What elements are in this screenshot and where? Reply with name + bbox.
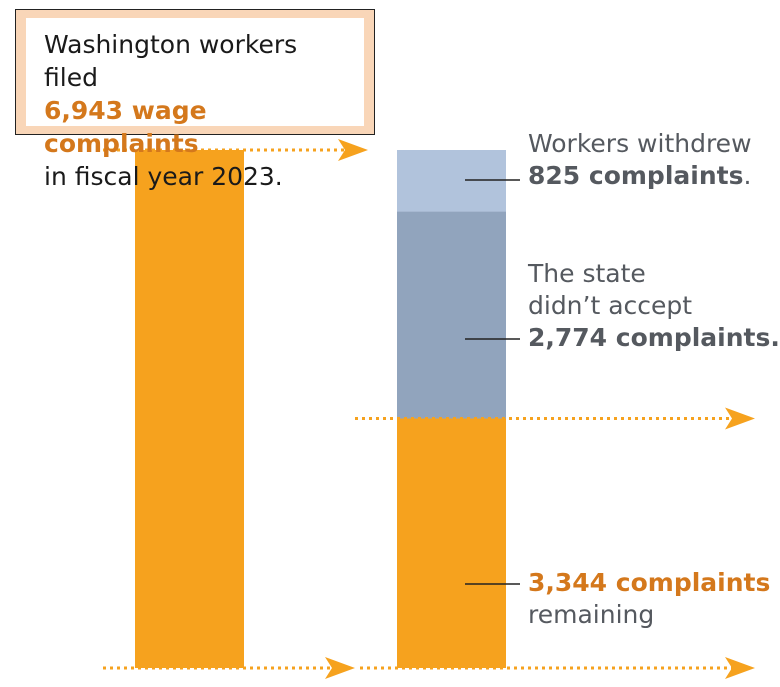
label-remaining-line1: 3,344 complaints bbox=[528, 567, 770, 599]
label-withdrew-line2: 825 complaints. bbox=[528, 160, 752, 192]
bar-not-accepted bbox=[397, 211, 506, 419]
label-not-accepted-line1: The state bbox=[528, 259, 646, 288]
label-not-accepted-line2: didn’t accept bbox=[528, 291, 693, 320]
headline-line-1: Washington workers filed bbox=[44, 30, 298, 92]
label-remaining-value: 3,344 complaints bbox=[528, 568, 771, 597]
arrow-bottom-right-head bbox=[725, 657, 755, 679]
label-remaining: 3,344 complaints remaining bbox=[528, 567, 770, 631]
headline-callout: Washington workers filed 6,943 wage comp… bbox=[15, 9, 375, 191]
label-withdrew-tail: . bbox=[743, 161, 752, 190]
headline-callout-body: Washington workers filed 6,943 wage comp… bbox=[26, 18, 364, 191]
arrow-mid-head bbox=[725, 407, 755, 430]
flow-arrows bbox=[103, 139, 755, 679]
headline-line-2: 6,943 wage complaints bbox=[44, 96, 207, 158]
label-withdrew-value: 825 complaints bbox=[528, 161, 744, 190]
headline-line-3: in fiscal year 2023. bbox=[44, 162, 283, 191]
label-withdrew-line1: Workers withdrew bbox=[528, 129, 752, 158]
label-withdrew: Workers withdrew 825 complaints. bbox=[528, 128, 752, 192]
label-not-accepted-line3: 2,774 complaints. bbox=[528, 322, 780, 354]
bar-remaining bbox=[397, 418, 506, 668]
label-not-accepted: The state didn’t accept 2,774 complaints… bbox=[528, 258, 780, 354]
arrow-bottom-left-head bbox=[325, 657, 355, 679]
bar-filed-total bbox=[135, 150, 244, 668]
bar-withdrew bbox=[397, 150, 506, 212]
label-remaining-line2: remaining bbox=[528, 600, 655, 629]
arrow-top-head bbox=[338, 139, 368, 161]
label-not-accepted-value: 2,774 complaints. bbox=[528, 323, 780, 352]
